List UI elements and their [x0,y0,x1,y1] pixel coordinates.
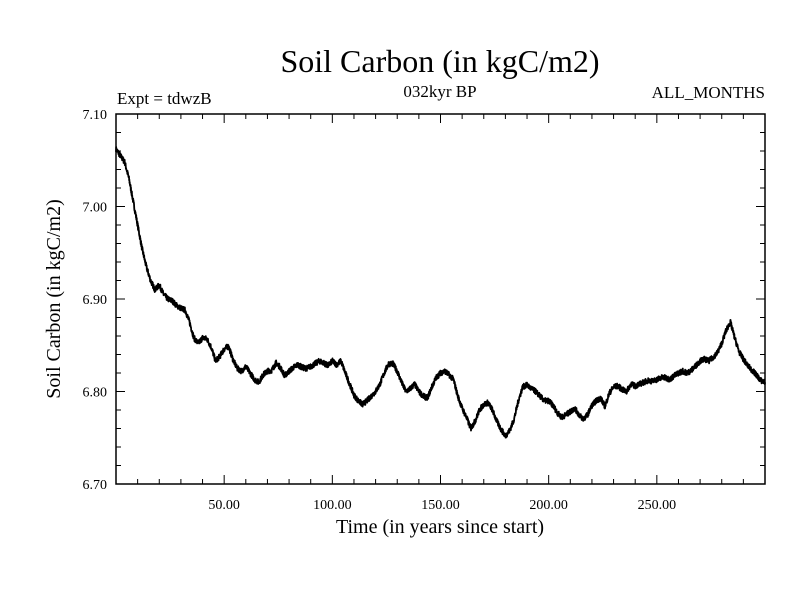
y-tick-label: 7.10 [83,108,108,123]
y-axis-label: Soil Carbon (in kgC/m2) [43,199,65,398]
plot-frame [115,113,766,485]
chart-subtitle: 032kyr BP [403,82,476,101]
y-tick-label: 7.00 [83,201,108,216]
x-tick-label: 50.00 [208,498,240,513]
x-tick-label: 200.00 [529,498,568,513]
series-layer [115,146,766,439]
experiment-label: Expt = tdwzB [117,89,212,108]
series-line [115,146,766,439]
chart-title: Soil Carbon (in kgC/m2) [280,43,599,79]
x-tick-label: 150.00 [421,498,460,513]
x-axis-label: Time (in years since start) [336,516,544,538]
y-tick-label: 6.70 [83,478,108,493]
y-tick-label: 6.80 [83,386,108,401]
x-tick-label: 100.00 [313,498,352,513]
x-tick-label: 250.00 [638,498,677,513]
axis-ticks: 50.00 100.00 150.00 200.00 250.00 6.70 6.80 6.9… [83,108,765,513]
months-label: ALL_MONTHS [652,83,765,102]
y-tick-label: 6.90 [83,293,108,308]
